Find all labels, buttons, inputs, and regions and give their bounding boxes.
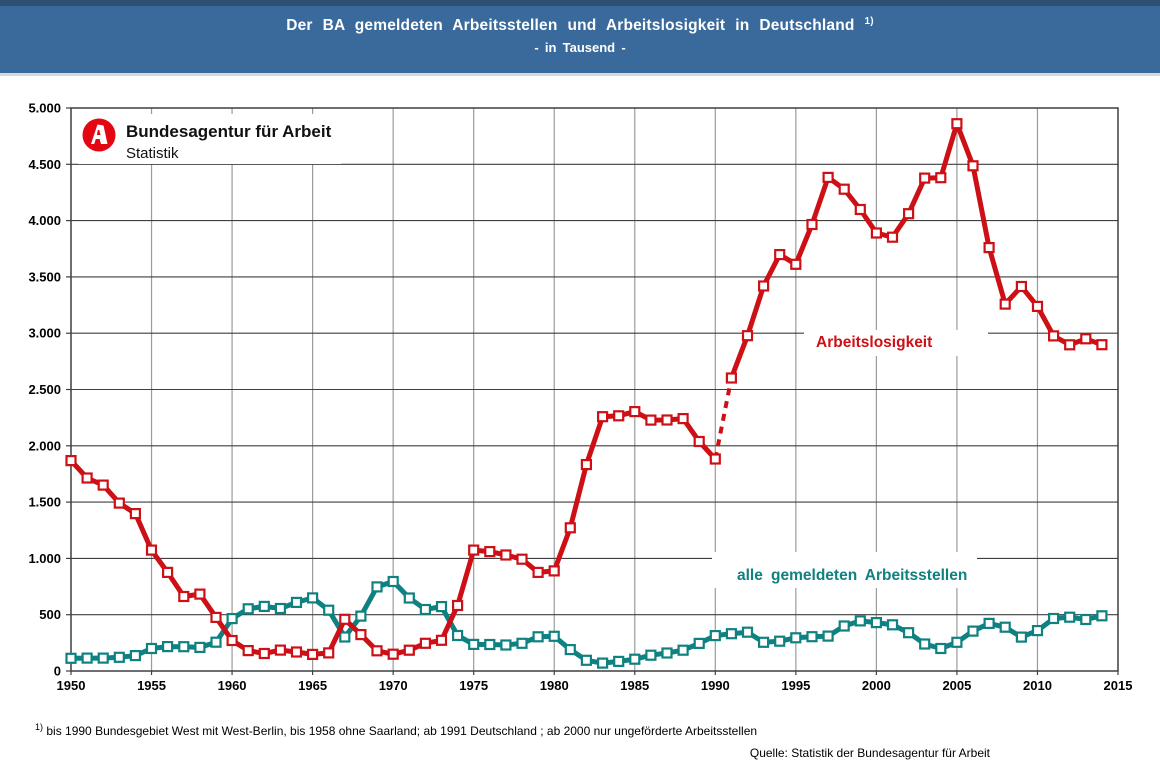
svg-text:3.000: 3.000 <box>28 326 61 341</box>
svg-text:1980: 1980 <box>540 678 569 693</box>
source-line: Quelle: Statistik der Bundesagentur für … <box>749 746 990 760</box>
header: Der BA gemeldeten Arbeitsstellen und Arb… <box>0 0 1160 76</box>
svg-text:2015: 2015 <box>1104 678 1133 693</box>
svg-text:1965: 1965 <box>298 678 327 693</box>
svg-text:1990: 1990 <box>701 678 730 693</box>
svg-text:1975: 1975 <box>459 678 488 693</box>
svg-text:1.500: 1.500 <box>28 495 61 510</box>
ba-logo-statistik: Statistik <box>126 144 179 162</box>
svg-text:4.000: 4.000 <box>28 213 61 228</box>
footnote-text: bis 1990 Bundesgebiet West mit West-Berl… <box>46 724 758 738</box>
svg-text:2005: 2005 <box>942 678 971 693</box>
series-label-arbeitsstellen: alle gemeldeten Arbeitsstellen <box>712 552 978 588</box>
series-label-arbeitslosigkeit: Arbeitslosigkeit <box>804 330 989 356</box>
svg-text:2.000: 2.000 <box>28 438 61 453</box>
chart-title-footnote-marker: 1) <box>864 16 874 27</box>
chart-title: Der BA gemeldeten Arbeitsstellen und Arb… <box>0 16 1160 35</box>
svg-text:4.500: 4.500 <box>28 157 61 172</box>
ba-logo: Bundesagentur für Arbeit Statistik <box>78 114 342 164</box>
svg-text:2.500: 2.500 <box>28 382 61 397</box>
ba-logo-text: Bundesagentur für Arbeit Statistik <box>126 118 331 162</box>
svg-text:1985: 1985 <box>620 678 649 693</box>
svg-text:3.500: 3.500 <box>28 269 61 284</box>
svg-text:1950: 1950 <box>57 678 86 693</box>
chart-title-text: Der BA gemeldeten Arbeitsstellen und Arb… <box>286 17 855 35</box>
ba-logo-icon <box>82 118 116 152</box>
svg-text:1970: 1970 <box>379 678 408 693</box>
ba-logo-org: Bundesagentur für Arbeit <box>126 122 332 141</box>
footnote: 1) bis 1990 Bundesgebiet West mit West-B… <box>35 722 757 738</box>
footnote-marker: 1) <box>35 722 44 732</box>
svg-text:1960: 1960 <box>218 678 247 693</box>
svg-text:500: 500 <box>39 607 61 622</box>
chart-subtitle: - in Tausend - <box>534 40 626 55</box>
svg-text:1955: 1955 <box>137 678 166 693</box>
svg-text:1.000: 1.000 <box>28 551 61 566</box>
svg-text:5.000: 5.000 <box>28 101 61 116</box>
svg-text:2010: 2010 <box>1023 678 1052 693</box>
svg-text:0: 0 <box>54 664 61 679</box>
svg-text:2000: 2000 <box>862 678 891 693</box>
svg-text:1995: 1995 <box>781 678 810 693</box>
